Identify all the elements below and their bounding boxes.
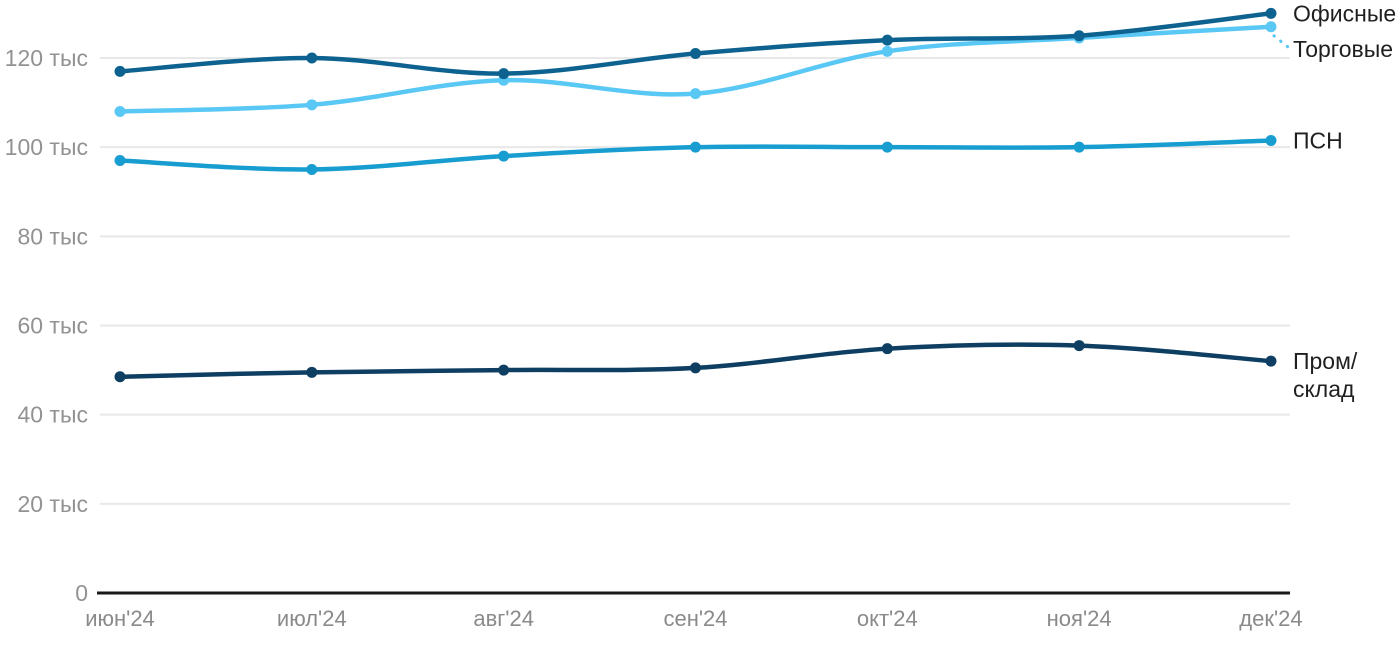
data-point-marker (498, 68, 510, 80)
data-point-marker (881, 343, 893, 355)
series-line (117, 11, 1274, 76)
data-point-marker (114, 155, 126, 167)
data-point-marker (1265, 355, 1277, 367)
data-point-marker (1265, 7, 1277, 19)
data-point-marker (689, 88, 701, 100)
x-axis-tick-label: ноя'24 (1047, 606, 1112, 631)
data-point-marker (689, 362, 701, 374)
data-point-marker (689, 48, 701, 60)
x-axis-tick-label: дек'24 (1239, 606, 1302, 631)
y-axis-tick-label: 100 тыс (5, 134, 88, 160)
y-axis-tick-label: 20 тыс (17, 491, 88, 517)
data-point-marker (1073, 340, 1085, 352)
x-axis-tick-label: окт'24 (857, 606, 918, 631)
data-point-marker (306, 99, 318, 111)
legend-leader-line (1272, 34, 1291, 50)
data-point-marker (1073, 30, 1085, 42)
data-point-marker (881, 34, 893, 46)
data-point-marker (114, 65, 126, 77)
series-end-label: Офисные (1293, 0, 1396, 26)
data-point-marker (881, 45, 893, 57)
data-point-marker (306, 366, 318, 378)
data-point-marker (1073, 141, 1085, 153)
y-axis-tick-label: 80 тыс (17, 223, 88, 249)
y-axis-tick-label: 120 тыс (5, 45, 88, 71)
data-point-marker (498, 150, 510, 162)
y-axis-tick-label: 0 (75, 580, 88, 606)
series-end-label: Пром/ (1293, 348, 1358, 374)
y-axis-tick-label: 40 тыс (17, 402, 88, 428)
data-point-marker (306, 163, 318, 175)
data-point-marker (114, 371, 126, 383)
series-end-label: ПСН (1293, 127, 1343, 153)
x-axis-tick-label: авг'24 (473, 606, 534, 631)
data-point-marker (881, 141, 893, 153)
x-axis-tick-label: сен'24 (663, 606, 727, 631)
series-end-label: склад (1293, 376, 1355, 402)
data-point-marker (498, 364, 510, 376)
x-axis-tick-label: июн'24 (85, 606, 155, 631)
series-end-label: Торговые (1293, 36, 1393, 62)
x-axis-tick-label: июл'24 (277, 606, 347, 631)
data-point-marker (306, 52, 318, 64)
data-point-marker (689, 141, 701, 153)
y-axis-tick-label: 60 тыс (17, 313, 88, 339)
data-point-marker (114, 106, 126, 118)
data-point-marker (1265, 134, 1277, 146)
data-point-marker (1265, 21, 1277, 33)
